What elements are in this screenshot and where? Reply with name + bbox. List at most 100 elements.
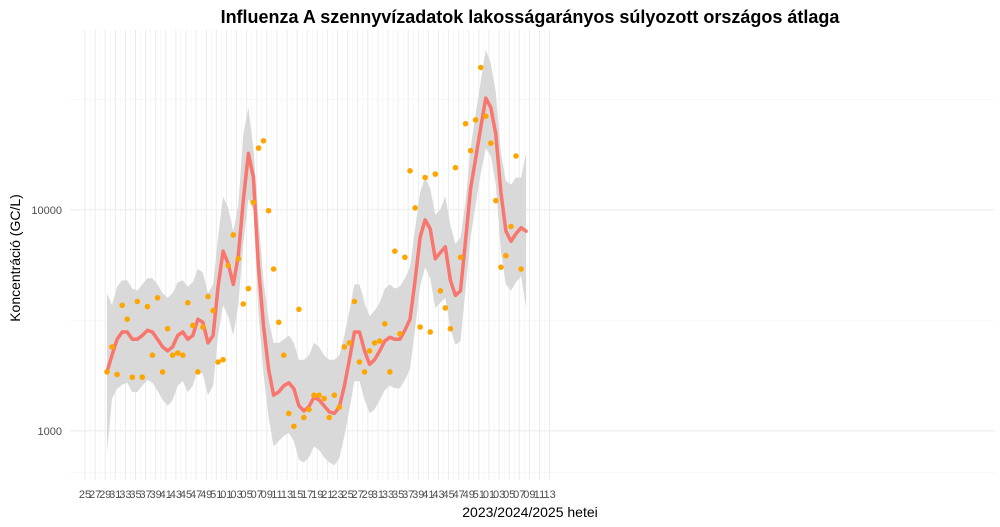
x-tick-label: 25 bbox=[341, 489, 353, 501]
x-tick-label: 33 bbox=[382, 489, 394, 501]
data-point bbox=[200, 324, 206, 330]
data-point bbox=[376, 338, 383, 344]
x-tick-label: 45 bbox=[442, 489, 454, 501]
data-point bbox=[169, 352, 176, 359]
data-point bbox=[301, 414, 307, 421]
data-point bbox=[503, 252, 509, 259]
x-tick-label: 49 bbox=[463, 489, 475, 501]
x-tick-label: 27 bbox=[89, 489, 101, 501]
x-tick-label: 25 bbox=[79, 489, 91, 501]
data-point bbox=[164, 325, 171, 332]
data-point bbox=[397, 331, 403, 337]
data-point bbox=[366, 348, 373, 354]
data-point bbox=[407, 168, 413, 174]
y-axis-title: Koncentráció (GC/L) bbox=[7, 194, 23, 322]
x-tick-label: 19 bbox=[311, 489, 323, 501]
data-point bbox=[230, 232, 237, 238]
data-point bbox=[382, 321, 388, 327]
data-point bbox=[361, 369, 368, 375]
x-tick-label: 51 bbox=[210, 489, 222, 501]
x-tick-label: 09 bbox=[261, 489, 273, 501]
data-point bbox=[437, 288, 444, 294]
x-tick-label: 45 bbox=[180, 489, 192, 501]
x-tick-label: 21 bbox=[321, 489, 333, 501]
x-tick-label: 41 bbox=[422, 489, 434, 501]
x-tick-label: 29 bbox=[99, 489, 111, 501]
x-axis-title: 2023/2024/2025 hetei bbox=[462, 504, 597, 520]
data-point bbox=[174, 350, 181, 356]
x-tick-label: 23 bbox=[331, 489, 343, 501]
data-point bbox=[417, 324, 423, 330]
data-point bbox=[462, 120, 469, 127]
data-point bbox=[114, 371, 120, 378]
data-point bbox=[210, 307, 216, 314]
data-point bbox=[134, 298, 141, 305]
x-tick-label: 31 bbox=[109, 489, 121, 501]
data-point bbox=[311, 392, 317, 399]
confidence-band bbox=[107, 49, 527, 466]
x-tick-label: 39 bbox=[412, 489, 424, 501]
x-tick-label: 17 bbox=[301, 489, 313, 501]
x-tick-label: 43 bbox=[432, 489, 444, 501]
data-point bbox=[427, 329, 434, 335]
x-tick-label: 49 bbox=[200, 489, 212, 501]
data-point bbox=[346, 340, 353, 346]
data-point bbox=[341, 344, 348, 350]
data-point bbox=[220, 356, 226, 363]
data-point bbox=[104, 369, 110, 375]
data-point bbox=[250, 199, 257, 206]
data-point bbox=[467, 147, 474, 154]
data-point bbox=[442, 305, 449, 311]
data-point bbox=[190, 322, 196, 329]
data-point bbox=[392, 248, 398, 254]
x-tick-label: 35 bbox=[392, 489, 404, 501]
x-tick-label: 05 bbox=[240, 489, 252, 501]
data-point bbox=[518, 266, 524, 272]
data-point bbox=[109, 344, 115, 350]
x-tick-label: 29 bbox=[362, 489, 374, 501]
data-point bbox=[513, 153, 519, 159]
data-point bbox=[387, 369, 393, 375]
x-tick-label: 05 bbox=[503, 489, 515, 501]
data-point bbox=[321, 395, 327, 402]
x-tick-label: 37 bbox=[402, 489, 414, 501]
x-tick-label: 27 bbox=[352, 489, 364, 501]
data-point bbox=[195, 369, 201, 375]
data-point bbox=[291, 423, 297, 430]
x-tick-label: 15 bbox=[291, 489, 303, 501]
x-tick-label: 41 bbox=[160, 489, 172, 501]
x-tick-label: 11 bbox=[271, 489, 282, 501]
data-point bbox=[432, 171, 439, 177]
data-point bbox=[205, 293, 211, 300]
plot-area: 2527293133353739414345474951010305070911… bbox=[31, 30, 995, 501]
data-point bbox=[154, 295, 161, 301]
x-tick-label: 13 bbox=[281, 489, 293, 501]
x-tick-label: 43 bbox=[170, 489, 182, 501]
x-tick-label: 07 bbox=[251, 489, 263, 501]
data-point bbox=[225, 262, 231, 269]
x-tick-label: 01 bbox=[220, 489, 232, 501]
data-point bbox=[422, 174, 428, 181]
data-point bbox=[185, 299, 191, 306]
data-point bbox=[447, 325, 454, 332]
data-point bbox=[412, 205, 418, 211]
data-point bbox=[281, 352, 287, 359]
x-tick-label: 07 bbox=[513, 489, 525, 501]
x-tick-label: 37 bbox=[139, 489, 151, 501]
x-tick-label: 31 bbox=[372, 489, 384, 501]
chart-title: Influenza A szennyvízadatok lakosságarán… bbox=[221, 7, 841, 27]
data-point bbox=[472, 117, 479, 123]
data-point bbox=[260, 138, 267, 144]
data-point bbox=[270, 266, 277, 272]
trend-line bbox=[105, 96, 528, 416]
data-point bbox=[356, 359, 363, 365]
data-point bbox=[477, 64, 484, 71]
x-tick-label: 13 bbox=[543, 489, 555, 501]
y-tick-label: 1000 bbox=[38, 426, 62, 438]
x-tick-label: 51 bbox=[473, 489, 485, 501]
data-point bbox=[493, 197, 499, 204]
data-point bbox=[326, 414, 333, 421]
y-tick-label: 10000 bbox=[31, 205, 62, 217]
x-tick-label: 47 bbox=[453, 489, 465, 501]
